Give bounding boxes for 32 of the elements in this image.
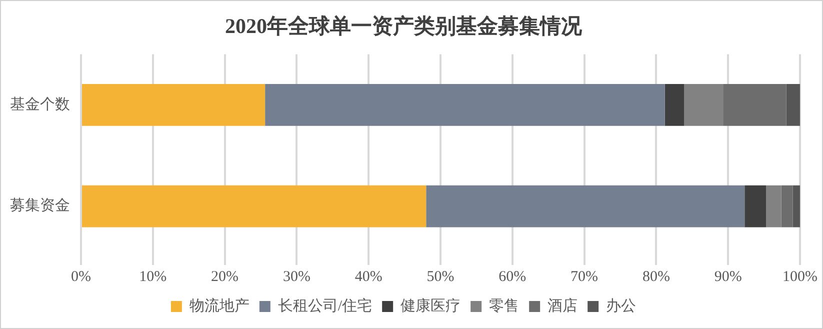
bar — [265, 84, 665, 126]
legend-label: 办公 — [606, 297, 636, 314]
bar — [82, 84, 266, 126]
legend-label: 长租公司/住宅 — [278, 297, 372, 314]
x-tick-label: 40% — [354, 268, 382, 285]
x-tick-label: 90% — [714, 268, 742, 285]
y-tick-label: 募集资金 — [10, 197, 70, 214]
legend-label: 酒店 — [548, 297, 578, 314]
y-tick-label: 基金个数 — [10, 96, 70, 113]
bar — [426, 185, 745, 228]
x-tick-label: 100% — [782, 268, 818, 285]
x-tick-label: 70% — [570, 268, 598, 285]
bar — [684, 84, 724, 126]
bar — [786, 84, 800, 126]
bar — [792, 185, 800, 228]
x-tick-label: 50% — [426, 268, 454, 285]
bar — [781, 185, 793, 228]
bar — [744, 185, 766, 228]
x-tick-label: 0% — [71, 268, 91, 285]
bar — [664, 84, 684, 126]
x-tick-label: 80% — [642, 268, 670, 285]
bar — [82, 185, 426, 228]
x-tick-label: 60% — [498, 268, 526, 285]
x-tick-label: 20% — [211, 268, 239, 285]
bar — [723, 84, 786, 126]
legend-label: 健康医疗 — [400, 297, 461, 314]
legend-label: 物流地产 — [189, 297, 250, 314]
legend-label: 零售 — [489, 297, 520, 314]
x-tick-label: 10% — [139, 268, 167, 285]
bar — [766, 185, 782, 228]
x-tick-label: 30% — [282, 268, 310, 285]
chart-title: 2020年全球单一资产类别基金募集情况 — [225, 14, 583, 38]
